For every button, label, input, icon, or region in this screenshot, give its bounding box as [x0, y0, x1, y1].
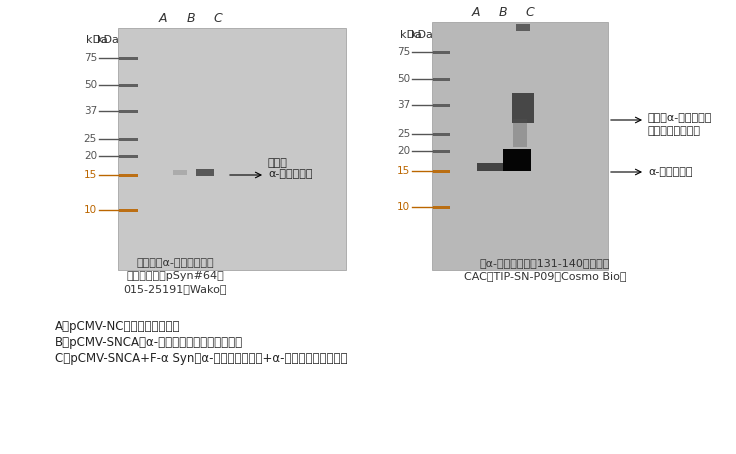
Text: 磷酸化: 磷酸化	[268, 158, 288, 168]
Text: 10: 10	[84, 205, 97, 215]
Bar	[433, 206, 450, 209]
Text: 突触核蛋白二聚体: 突触核蛋白二聚体	[648, 126, 701, 136]
Text: 37: 37	[84, 106, 97, 116]
Text: CAC：TIP-SN-P09（Cosmo Bio）: CAC：TIP-SN-P09（Cosmo Bio）	[464, 271, 626, 281]
Text: 25: 25	[397, 129, 410, 139]
Bar	[119, 138, 138, 141]
Text: C: C	[526, 5, 534, 19]
Text: 50: 50	[397, 74, 410, 84]
Text: 15: 15	[397, 166, 410, 176]
Text: 抗磷酸化α-突触核蛋白，: 抗磷酸化α-突触核蛋白，	[136, 258, 214, 268]
Bar	[196, 169, 214, 176]
Bar	[432, 22, 608, 270]
Text: A: A	[472, 5, 481, 19]
Text: 37: 37	[397, 100, 410, 110]
Text: kDa: kDa	[411, 30, 433, 40]
Text: C、pCMV-SNCA+F-α Syn（α-突触核蛋白表达+α-突触核蛋白原纤维）: C、pCMV-SNCA+F-α Syn（α-突触核蛋白表达+α-突触核蛋白原纤维…	[55, 352, 347, 365]
Bar	[433, 78, 450, 81]
Text: kDa: kDa	[97, 35, 119, 45]
Text: B: B	[499, 5, 507, 19]
Bar	[516, 24, 530, 31]
Bar	[512, 93, 534, 123]
Bar	[119, 110, 138, 113]
Bar	[433, 104, 450, 107]
Text: B: B	[187, 11, 195, 25]
Text: 泾素化α-突触核蛋白: 泾素化α-突触核蛋白	[648, 113, 712, 123]
Text: 75: 75	[397, 47, 410, 57]
Bar	[433, 150, 450, 153]
Bar	[477, 163, 503, 171]
Bar	[119, 155, 138, 158]
Bar	[433, 51, 450, 54]
Text: α-突触核蛋白: α-突触核蛋白	[268, 169, 313, 179]
Text: 25: 25	[84, 134, 97, 144]
Text: 015-25191（Wako）: 015-25191（Wako）	[123, 284, 227, 294]
Bar	[119, 57, 138, 60]
Text: 20: 20	[397, 146, 410, 156]
Text: A: A	[159, 11, 167, 25]
Text: A、pCMV-NC（阴性对照载体）: A、pCMV-NC（阴性对照载体）	[55, 320, 180, 333]
Bar	[119, 174, 138, 177]
Text: 单克隆抗体（pSyn#64）: 单克隆抗体（pSyn#64）	[126, 271, 224, 281]
Text: kDa: kDa	[86, 35, 108, 45]
Bar	[503, 149, 531, 171]
Text: 10: 10	[397, 202, 410, 212]
Text: B、pCMV-SNCA（α-突触核蛋白表达质粒载体）: B、pCMV-SNCA（α-突触核蛋白表达质粒载体）	[55, 336, 243, 349]
Text: 75: 75	[84, 53, 97, 63]
Text: kDa: kDa	[400, 30, 422, 40]
Bar	[173, 170, 187, 175]
Bar	[433, 170, 450, 173]
Bar	[433, 133, 450, 136]
Bar	[119, 84, 138, 87]
Text: 抗α-突触核蛋白（131-140）（兔）: 抗α-突触核蛋白（131-140）（兔）	[480, 258, 610, 268]
Text: α-突触核蛋白: α-突触核蛋白	[648, 167, 693, 177]
Bar	[119, 209, 138, 212]
Bar	[513, 119, 527, 147]
Text: 15: 15	[84, 170, 97, 180]
Text: 20: 20	[84, 151, 97, 161]
Text: 50: 50	[84, 80, 97, 90]
Text: C: C	[213, 11, 222, 25]
Bar	[118, 28, 346, 270]
